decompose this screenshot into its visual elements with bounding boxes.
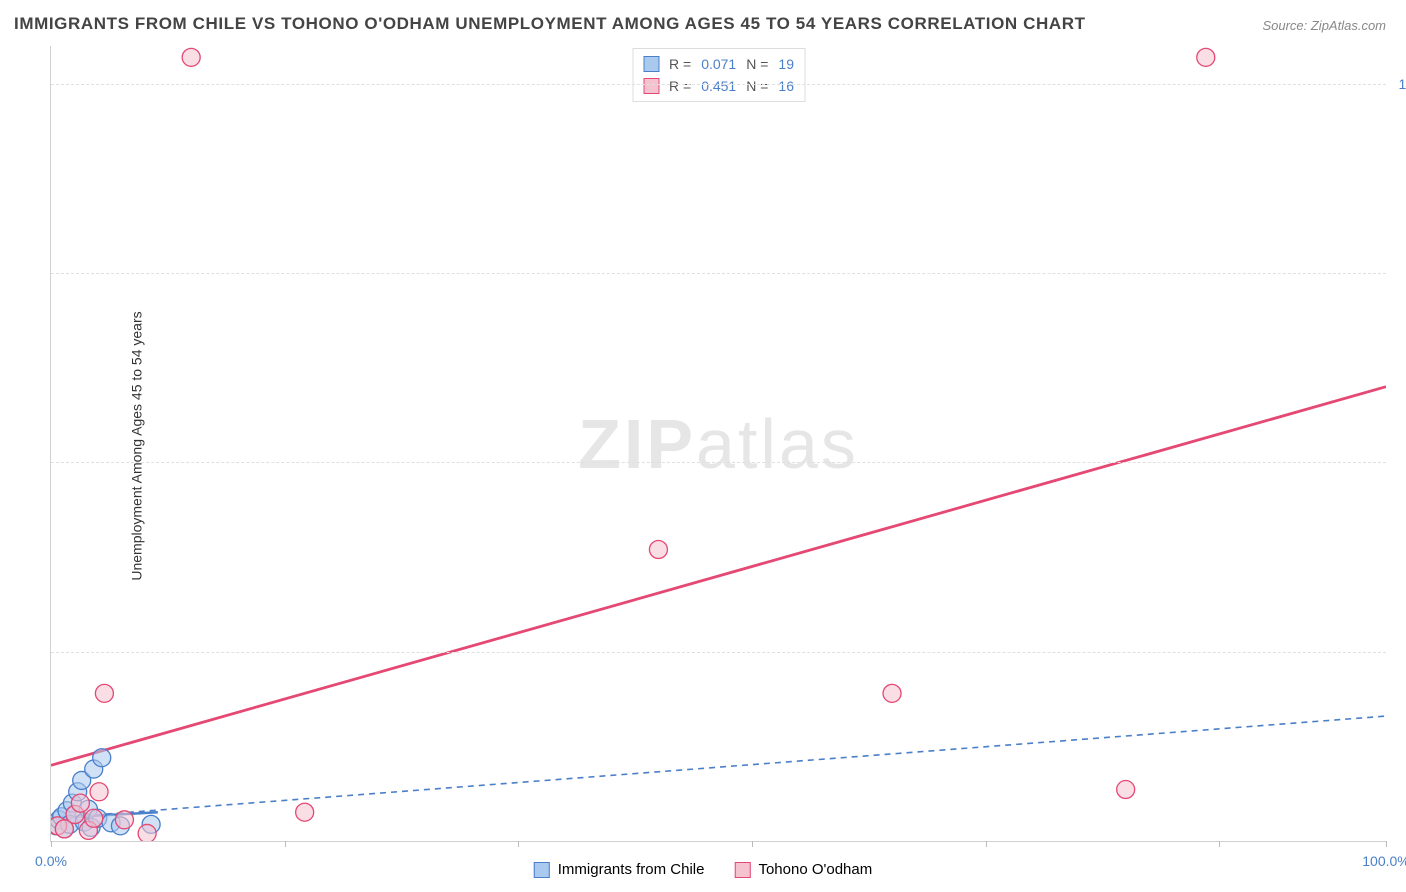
xtick bbox=[51, 841, 52, 847]
data-point bbox=[71, 794, 89, 812]
grid-line bbox=[51, 652, 1386, 653]
grid-line bbox=[51, 84, 1386, 85]
chart-title: IMMIGRANTS FROM CHILE VS TOHONO O'ODHAM … bbox=[14, 14, 1086, 34]
legend-swatch-series-1 bbox=[534, 862, 550, 878]
trend-line bbox=[51, 716, 1386, 818]
legend-item-series-1: Immigrants from Chile bbox=[534, 861, 705, 878]
data-point bbox=[95, 684, 113, 702]
legend-swatch-series-1 bbox=[643, 56, 659, 72]
grid-line bbox=[51, 273, 1386, 274]
ytick-label: 75.0% bbox=[1391, 265, 1406, 281]
xtick bbox=[1219, 841, 1220, 847]
ytick-label: 50.0% bbox=[1391, 454, 1406, 470]
ytick-label: 100.0% bbox=[1391, 76, 1406, 92]
chart-plot-area: ZIPatlas R = 0.071 N = 19 R = 0.451 N = … bbox=[50, 46, 1386, 842]
legend-N-value-series-1: 19 bbox=[778, 53, 794, 75]
xtick bbox=[752, 841, 753, 847]
data-point bbox=[296, 803, 314, 821]
data-point bbox=[649, 541, 667, 559]
legend-R-value-series-2: 0.451 bbox=[701, 75, 736, 97]
legend-N-value-series-2: 16 bbox=[778, 75, 794, 97]
legend-swatch-series-2 bbox=[643, 78, 659, 94]
legend-R-value-series-1: 0.071 bbox=[701, 53, 736, 75]
xtick bbox=[518, 841, 519, 847]
data-point bbox=[90, 783, 108, 801]
legend-label-series-2: Tohono O'odham bbox=[758, 861, 872, 878]
legend-N-label: N = bbox=[746, 75, 768, 97]
xtick bbox=[285, 841, 286, 847]
data-point bbox=[115, 811, 133, 829]
data-point bbox=[93, 749, 111, 767]
xtick bbox=[1386, 841, 1387, 847]
xtick-label: 0.0% bbox=[35, 853, 67, 869]
data-point bbox=[883, 684, 901, 702]
xtick-label: 100.0% bbox=[1362, 853, 1406, 869]
legend-R-label: R = bbox=[669, 75, 691, 97]
legend-series-names: Immigrants from Chile Tohono O'odham bbox=[534, 861, 872, 878]
grid-line bbox=[51, 462, 1386, 463]
data-point bbox=[182, 48, 200, 66]
data-point bbox=[138, 824, 156, 841]
data-point bbox=[85, 809, 103, 827]
legend-swatch-series-2 bbox=[734, 862, 750, 878]
plot-svg bbox=[51, 46, 1386, 841]
source-label: Source: ZipAtlas.com bbox=[1262, 18, 1386, 33]
trend-line bbox=[51, 387, 1386, 766]
legend-row-series-1: R = 0.071 N = 19 bbox=[643, 53, 794, 75]
legend-row-series-2: R = 0.451 N = 16 bbox=[643, 75, 794, 97]
legend-label-series-1: Immigrants from Chile bbox=[558, 861, 705, 878]
data-point bbox=[1117, 781, 1135, 799]
data-point bbox=[1197, 48, 1215, 66]
legend-item-series-2: Tohono O'odham bbox=[734, 861, 872, 878]
legend-R-label: R = bbox=[669, 53, 691, 75]
ytick-label: 25.0% bbox=[1391, 644, 1406, 660]
legend-N-label: N = bbox=[746, 53, 768, 75]
xtick bbox=[986, 841, 987, 847]
legend-correlation-box: R = 0.071 N = 19 R = 0.451 N = 16 bbox=[632, 48, 805, 102]
